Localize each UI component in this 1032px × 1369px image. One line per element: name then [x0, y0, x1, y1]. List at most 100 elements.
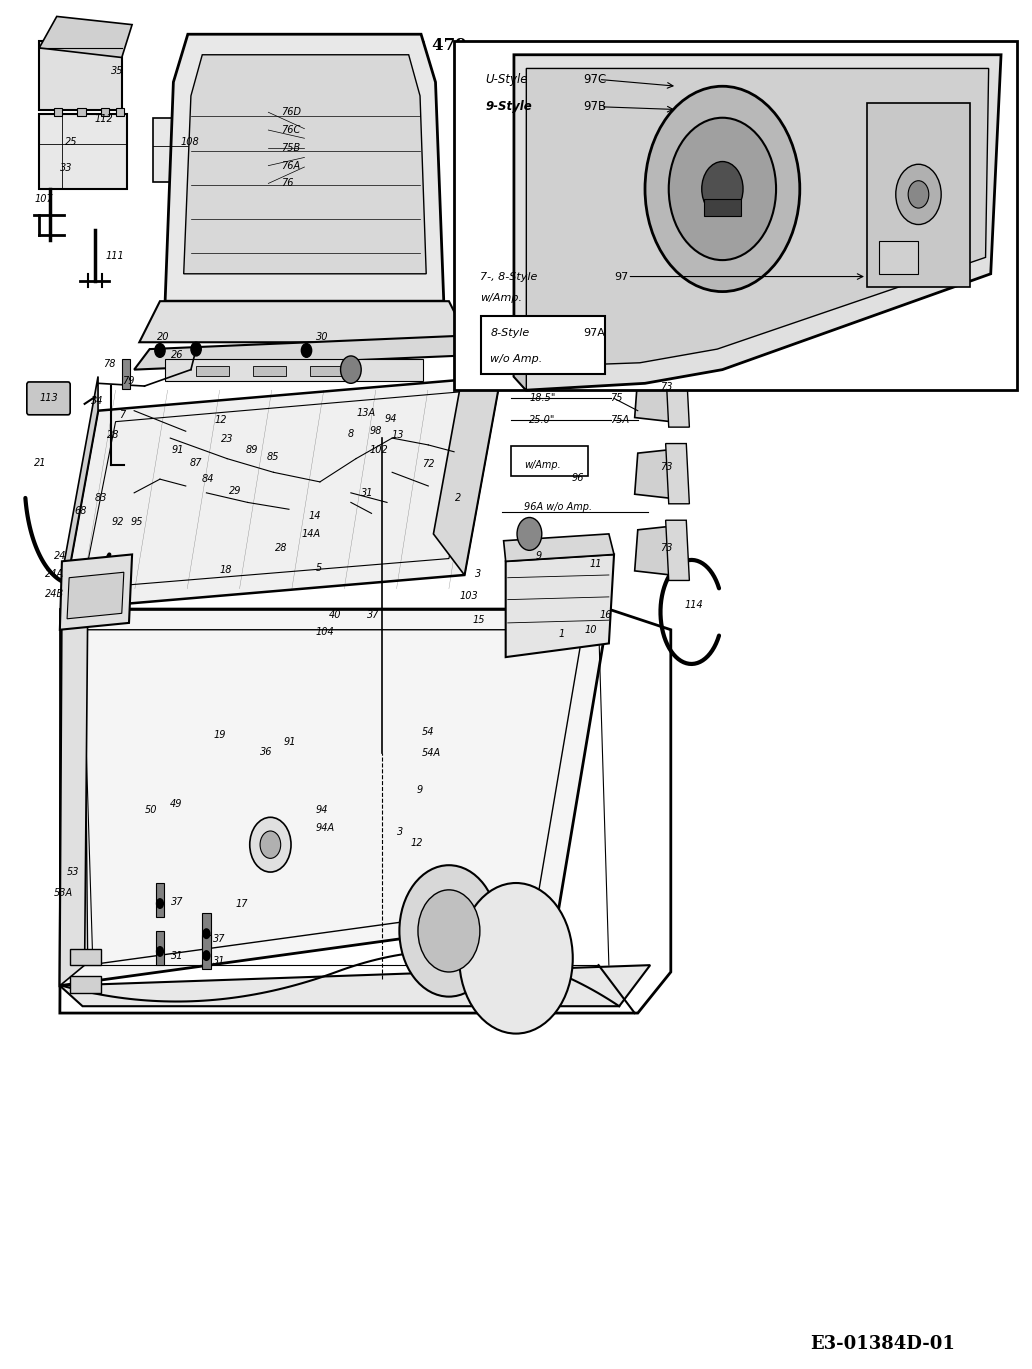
Text: 18.5": 18.5": [529, 393, 556, 404]
Text: 97A: 97A: [583, 327, 605, 338]
Text: w/Amp.: w/Amp.: [480, 293, 522, 304]
Text: E3-01384D-01: E3-01384D-01: [810, 1335, 955, 1354]
Polygon shape: [526, 68, 989, 367]
Bar: [196, 366, 229, 376]
Bar: [153, 118, 217, 182]
Circle shape: [250, 817, 291, 872]
Circle shape: [517, 517, 542, 550]
Text: 50: 50: [144, 805, 157, 816]
Text: 18: 18: [220, 564, 232, 575]
Text: 94: 94: [385, 413, 397, 424]
Polygon shape: [139, 301, 470, 342]
Text: 113: 113: [39, 393, 58, 404]
Text: Model  450 thru 479: Model 450 thru 479: [277, 37, 466, 53]
Text: 24: 24: [54, 550, 66, 561]
Text: 28: 28: [107, 430, 120, 441]
Text: w/o Amp.: w/o Amp.: [490, 353, 543, 364]
Polygon shape: [202, 935, 211, 969]
Text: 9-Style: 9-Style: [485, 100, 531, 114]
Text: 33: 33: [60, 163, 72, 174]
Text: 49: 49: [170, 798, 183, 809]
Text: 95: 95: [131, 516, 143, 527]
Text: 5: 5: [316, 563, 322, 574]
Text: 29: 29: [229, 486, 241, 497]
Polygon shape: [514, 356, 526, 390]
Text: 91: 91: [171, 445, 184, 456]
Text: 37: 37: [213, 934, 225, 945]
Polygon shape: [635, 526, 676, 575]
Text: 112: 112: [95, 114, 114, 125]
Text: 8-Style: 8-Style: [490, 327, 529, 338]
Text: 3: 3: [475, 568, 481, 579]
Polygon shape: [60, 609, 88, 986]
Text: 10: 10: [584, 624, 596, 635]
Bar: [704, 199, 741, 216]
Circle shape: [260, 831, 281, 858]
Text: 102: 102: [369, 445, 388, 456]
Text: 1: 1: [558, 628, 565, 639]
Text: 53A: 53A: [54, 887, 73, 898]
Text: 16: 16: [600, 609, 612, 620]
Text: 92: 92: [111, 516, 124, 527]
Polygon shape: [60, 554, 132, 630]
Text: 108: 108: [181, 137, 199, 148]
Text: 75: 75: [610, 393, 622, 404]
Polygon shape: [433, 335, 501, 575]
Text: 13: 13: [391, 430, 404, 441]
Text: 78: 78: [103, 359, 116, 370]
Text: 111: 111: [105, 251, 124, 261]
Text: 96A w/o Amp.: 96A w/o Amp.: [524, 501, 592, 512]
Circle shape: [155, 344, 165, 357]
Circle shape: [191, 342, 201, 356]
Text: 23: 23: [221, 434, 233, 445]
Circle shape: [459, 883, 573, 1034]
Circle shape: [202, 950, 211, 961]
Text: 9: 9: [536, 550, 542, 561]
Text: 25.0": 25.0": [529, 415, 556, 426]
Text: 7-, 8-Style: 7-, 8-Style: [480, 271, 538, 282]
Text: 87: 87: [190, 457, 202, 468]
Text: 96: 96: [572, 472, 584, 483]
Circle shape: [301, 344, 312, 357]
Bar: [116, 108, 124, 116]
Text: 12: 12: [215, 415, 227, 426]
Text: 104: 104: [316, 627, 334, 638]
Text: 68: 68: [74, 505, 87, 516]
Polygon shape: [62, 376, 98, 609]
Polygon shape: [202, 913, 211, 947]
Text: 14: 14: [309, 511, 321, 522]
Text: 107: 107: [34, 193, 53, 204]
Circle shape: [156, 898, 164, 909]
Text: 53: 53: [67, 867, 79, 878]
Bar: [879, 241, 918, 274]
Polygon shape: [666, 367, 689, 427]
Text: 75A: 75A: [610, 415, 630, 426]
Bar: [54, 108, 62, 116]
Text: 34: 34: [91, 396, 103, 407]
Text: 31: 31: [213, 956, 225, 967]
Text: 97: 97: [614, 271, 628, 282]
Text: 76: 76: [281, 178, 293, 189]
Circle shape: [669, 118, 776, 260]
Text: 72: 72: [422, 459, 434, 470]
Polygon shape: [62, 376, 501, 609]
Polygon shape: [156, 931, 164, 965]
Text: U-Style: U-Style: [485, 73, 527, 86]
Text: 76A: 76A: [281, 160, 300, 171]
Circle shape: [156, 946, 164, 957]
Polygon shape: [165, 34, 444, 301]
Text: 73: 73: [660, 461, 673, 472]
Polygon shape: [67, 572, 124, 619]
Circle shape: [341, 356, 361, 383]
Text: 54: 54: [422, 727, 434, 738]
Bar: [165, 359, 423, 381]
Polygon shape: [39, 41, 122, 110]
Polygon shape: [504, 534, 614, 561]
Text: 94: 94: [316, 805, 328, 816]
Text: 20: 20: [157, 331, 169, 342]
Text: 76C: 76C: [281, 125, 300, 136]
Polygon shape: [134, 335, 470, 370]
FancyBboxPatch shape: [27, 382, 70, 415]
Text: 73: 73: [660, 382, 673, 393]
Text: 89: 89: [246, 445, 258, 456]
